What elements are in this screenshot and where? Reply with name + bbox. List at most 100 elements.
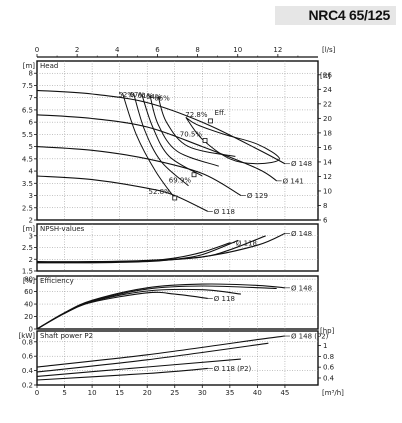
- eff-isoline-0: [121, 92, 176, 199]
- npsh-unit-label: [m]: [23, 225, 36, 233]
- hp-tick-label-1: 0.6: [323, 364, 335, 372]
- efficiency-ytick-label-2: 40: [24, 301, 33, 309]
- head-ytick-label-6: 5: [29, 143, 33, 151]
- power-ytick-label-2: 0.6: [22, 353, 34, 361]
- hp-tick-label-2: 0.8: [323, 353, 334, 361]
- head-ytick-label-7: 5.5: [22, 131, 33, 139]
- npsh-title: NPSH-values: [40, 225, 85, 233]
- operating-point-label-3: 52.8%: [148, 188, 171, 196]
- model-title: NRC4 65/125: [308, 7, 390, 23]
- operating-point-marker-3: [172, 195, 178, 201]
- ft-tick-label-2: 10: [323, 187, 332, 195]
- efficiency-series-2: [36, 288, 241, 330]
- head-ytick-label-11: 7.5: [22, 82, 33, 90]
- eff-isoline-4: [157, 96, 236, 157]
- top-axis-tick-label-6: 12: [273, 46, 282, 54]
- head-ytick-label-10: 7: [29, 94, 33, 102]
- head-ytick-label-9: 6.5: [22, 106, 33, 114]
- power-ytick-label-1: 0.4: [22, 367, 34, 375]
- head-ytick-label-8: 6: [29, 119, 34, 127]
- head-series-label-0: Ø 148: [291, 160, 312, 168]
- operating-point-label-1: 70.5%: [180, 131, 203, 139]
- head-series-label-3: Ø 118: [214, 208, 235, 216]
- head-series-label-2: Ø 129: [247, 192, 268, 200]
- hp-tick-label-3: 1: [323, 342, 327, 350]
- power-series-0: [36, 335, 285, 368]
- ft-tick-label-5: 16: [323, 144, 332, 152]
- operating-point-marker-1: [202, 138, 208, 143]
- npsh-series-0: [36, 232, 286, 263]
- bottom-axis-tick-label-9: 45: [280, 389, 289, 397]
- head-ytick-label-0: 2: [29, 217, 33, 225]
- head-title: Head: [40, 62, 58, 70]
- npsh-ytick-label-0: 1.5: [22, 268, 33, 276]
- hp-unit-label: [hp]: [320, 327, 335, 335]
- power-unit-label: [kW]: [19, 332, 36, 340]
- efficiency-series-label-0: Ø 148: [291, 284, 312, 292]
- npsh-ytick-label-2: 2.5: [22, 244, 33, 252]
- ft-tick-label-0: 6: [323, 217, 328, 225]
- head-ytick-label-2: 3: [29, 192, 33, 200]
- bottom-axis-tick-label-3: 15: [115, 389, 124, 397]
- bottom-axis-tick-label-0: 0: [35, 389, 39, 397]
- npsh-series-1: [36, 242, 230, 263]
- head-series-2: [36, 146, 242, 196]
- head-ytick-label-5: 4.5: [22, 155, 33, 163]
- ft-tick-label-8: 22: [323, 100, 332, 108]
- top-axis-tick-label-2: 4: [115, 46, 120, 54]
- power-series-1: [36, 367, 208, 381]
- eff-isoline-label-1: 67%: [129, 91, 145, 99]
- efficiency-ytick-label-1: 20: [24, 313, 33, 321]
- bottom-axis-tick-label-7: 35: [225, 389, 234, 397]
- eff-isoline-label-3: 64%: [146, 93, 162, 101]
- power-series-label-1: Ø 118 (P2): [214, 365, 252, 373]
- top-axis-tick-label-4: 8: [195, 46, 199, 54]
- eff-loop-curve: [185, 116, 280, 165]
- head-ytick-label-4: 4: [29, 168, 34, 176]
- operating-point-label-2: 69.9%: [169, 177, 192, 185]
- npsh-series-label-0: Ø 148: [291, 230, 312, 238]
- efficiency-unit-label: [%]: [23, 277, 35, 285]
- ft-tick-label-7: 20: [323, 115, 332, 123]
- top-axis-tick-label-0: 0: [35, 46, 39, 54]
- eff-isoline-2: [141, 93, 203, 177]
- top-axis-tick-label-3: 6: [155, 46, 160, 54]
- ft-unit-label: [ft]: [320, 72, 331, 80]
- power-ytick-label-0: 0.2: [22, 382, 33, 390]
- ft-tick-label-10: 26: [323, 71, 332, 79]
- eff-isoline-label-4: 66%: [154, 94, 170, 102]
- top-axis-unit-label: [l/s]: [322, 46, 336, 54]
- head-ytick-label-3: 3.5: [22, 180, 33, 188]
- top-axis-tick-label-1: 2: [75, 46, 79, 54]
- ft-tick-label-1: 8: [323, 202, 327, 210]
- efficiency-panel-frame: [36, 275, 319, 330]
- npsh-series-3: [36, 235, 266, 263]
- top-axis-tick-label-5: 10: [233, 46, 242, 54]
- npsh-series-2: [36, 239, 239, 264]
- power-series-2: [36, 358, 241, 377]
- eff-curve-label: Eff.: [215, 109, 226, 117]
- ft-tick-label-6: 18: [323, 129, 332, 137]
- bottom-axis-tick-label-5: 25: [170, 389, 179, 397]
- efficiency-ytick-label-0: 0: [29, 326, 33, 334]
- bottom-axis-tick-label-4: 20: [143, 389, 152, 397]
- efficiency-series-0: [36, 283, 285, 330]
- power-series-3: [36, 342, 269, 373]
- operating-point-marker-2: [191, 172, 197, 178]
- power-series-label-0: Ø 148 (P2): [291, 333, 329, 341]
- power-ytick-label-3: 0.8: [22, 338, 33, 346]
- bottom-axis-unit-label: [m³/h]: [322, 389, 344, 397]
- ft-tick-label-4: 14: [323, 158, 332, 166]
- eff-isoline-label-0: 52%: [118, 91, 134, 99]
- bottom-axis-tick-label-1: 5: [62, 389, 66, 397]
- power-panel-frame: [36, 330, 319, 386]
- head-series-1: [36, 114, 278, 182]
- head-unit-label: [m]: [23, 62, 36, 70]
- head-panel-frame: [36, 60, 319, 221]
- bottom-axis-tick-label-6: 30: [198, 389, 207, 397]
- title-bar: NRC4 65/125: [275, 6, 396, 25]
- efficiency-title: Efficiency: [40, 277, 74, 285]
- ft-tick-label-9: 24: [323, 86, 332, 94]
- head-ytick-label-12: 8: [29, 70, 33, 78]
